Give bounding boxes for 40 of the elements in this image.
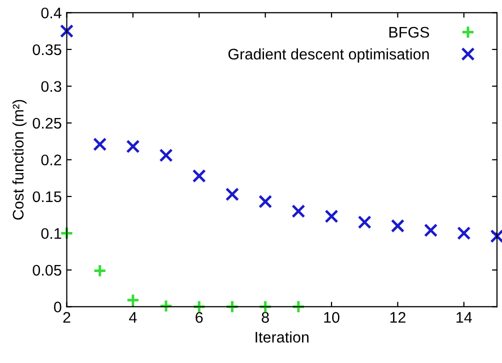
point bbox=[60, 24, 74, 38]
point bbox=[390, 219, 405, 233]
point bbox=[192, 169, 206, 183]
y-tick-label: 0.25 bbox=[32, 118, 62, 129]
x-tick-label: 14 bbox=[456, 312, 472, 323]
y-tick-label: 0.1 bbox=[41, 228, 62, 239]
legend-label: BFGS bbox=[389, 26, 430, 38]
point bbox=[159, 299, 173, 313]
point bbox=[159, 148, 173, 162]
point bbox=[225, 300, 240, 314]
y-tick-label: 0 bbox=[54, 302, 62, 312]
point bbox=[258, 194, 272, 208]
point bbox=[93, 264, 107, 278]
point bbox=[358, 215, 372, 230]
point bbox=[424, 223, 438, 238]
point bbox=[292, 300, 306, 314]
y-tick-label: 0.15 bbox=[32, 191, 62, 202]
x-tick-label: 4 bbox=[129, 312, 137, 323]
y-tick-label: 0.4 bbox=[41, 8, 62, 18]
x-tick-label: 2 bbox=[63, 312, 70, 323]
x-tick-label: 12 bbox=[390, 312, 406, 323]
x-tick-label: 10 bbox=[324, 312, 340, 323]
point bbox=[324, 210, 338, 224]
point bbox=[192, 300, 206, 314]
y-axis-title: Cost function (m²) bbox=[12, 100, 27, 220]
x-tick-label: 8 bbox=[262, 312, 269, 323]
x-tick-label: 6 bbox=[196, 312, 203, 323]
point bbox=[292, 204, 306, 218]
point bbox=[225, 187, 240, 202]
y-tick-label: 0.3 bbox=[41, 81, 62, 92]
x-axis-title: Iteration bbox=[256, 331, 308, 343]
y-tick-label: 0.35 bbox=[32, 44, 62, 56]
point bbox=[93, 137, 107, 152]
y-tick-label: 0.05 bbox=[32, 264, 62, 276]
y-tick-label: 0.2 bbox=[41, 154, 62, 166]
legend-label: Gradient descent optimisation bbox=[228, 48, 429, 63]
point bbox=[126, 140, 140, 154]
point bbox=[457, 226, 471, 240]
point bbox=[126, 293, 140, 307]
point bbox=[258, 300, 272, 314]
